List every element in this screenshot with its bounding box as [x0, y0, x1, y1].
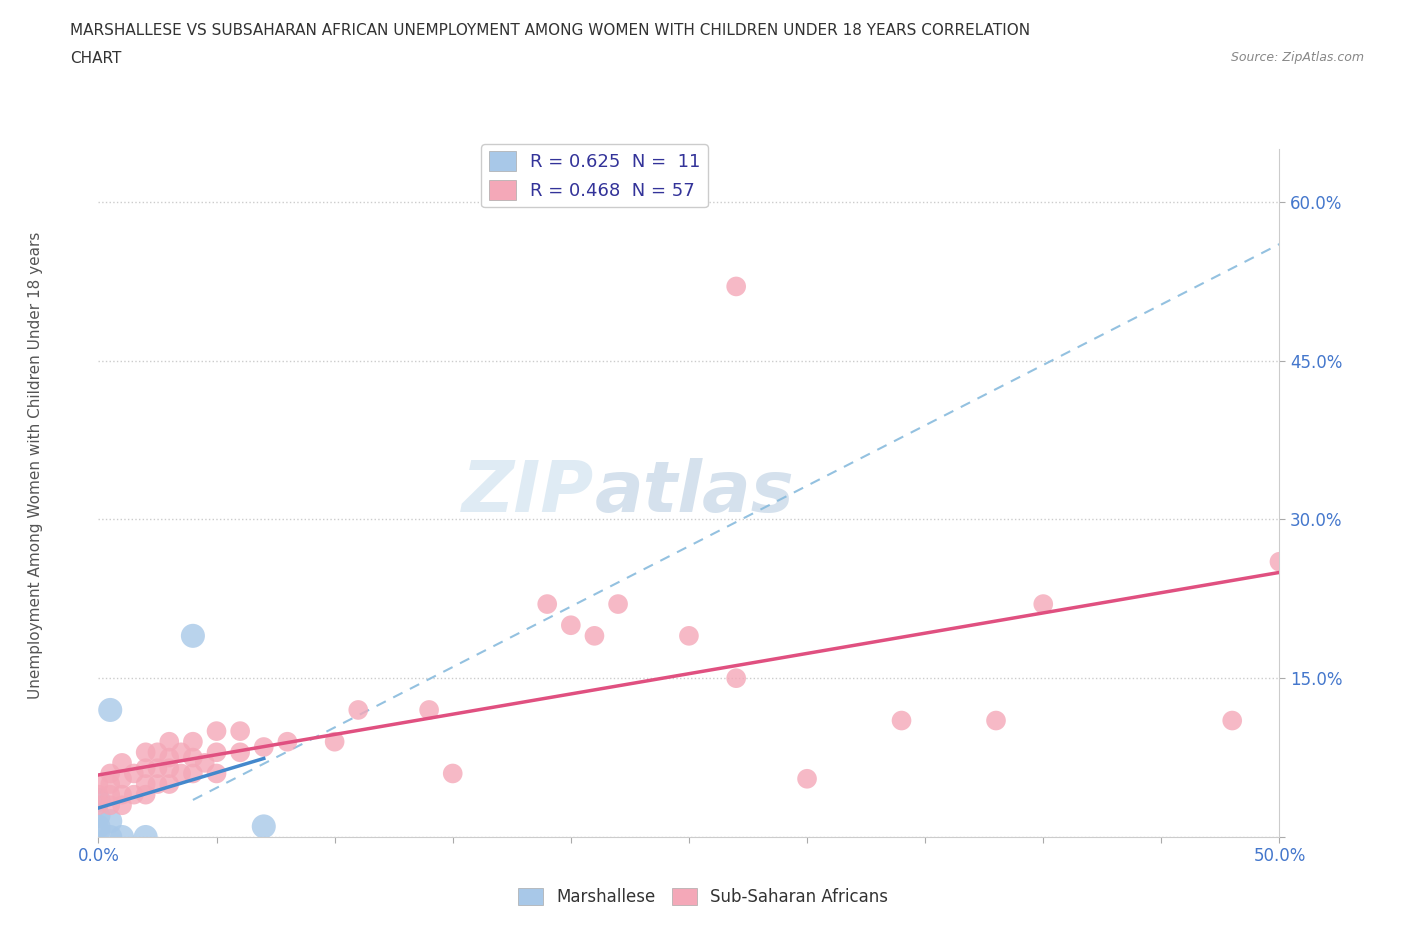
Point — [146, 761, 169, 776]
Point — [536, 597, 558, 612]
Point — [276, 735, 298, 750]
Legend: Marshallese, Sub-Saharan Africans: Marshallese, Sub-Saharan Africans — [510, 881, 896, 912]
Point — [98, 777, 121, 791]
Point — [98, 798, 121, 813]
Point — [87, 824, 110, 839]
Point — [181, 766, 204, 781]
Point — [157, 761, 180, 776]
Point — [146, 777, 169, 791]
Point — [347, 702, 370, 717]
Point — [111, 771, 134, 786]
Point — [111, 830, 134, 844]
Point — [323, 735, 346, 750]
Point — [607, 597, 630, 612]
Text: CHART: CHART — [70, 51, 122, 66]
Point — [984, 713, 1007, 728]
Point — [205, 745, 228, 760]
Point — [725, 671, 748, 685]
Point — [890, 713, 912, 728]
Point — [122, 766, 145, 781]
Point — [1032, 597, 1054, 612]
Point — [87, 777, 110, 791]
Point — [560, 618, 582, 632]
Point — [170, 766, 193, 781]
Point — [87, 808, 110, 823]
Point — [170, 745, 193, 760]
Point — [111, 755, 134, 770]
Point — [98, 830, 121, 844]
Point — [441, 766, 464, 781]
Point — [181, 735, 204, 750]
Text: ZIP: ZIP — [463, 458, 595, 527]
Point — [205, 724, 228, 738]
Point — [725, 279, 748, 294]
Point — [229, 724, 252, 738]
Point — [87, 798, 110, 813]
Point — [1220, 713, 1243, 728]
Point — [678, 629, 700, 644]
Point — [111, 787, 134, 802]
Text: Source: ZipAtlas.com: Source: ZipAtlas.com — [1230, 51, 1364, 64]
Point — [111, 798, 134, 813]
Point — [205, 766, 228, 781]
Point — [87, 819, 110, 834]
Point — [157, 777, 180, 791]
Point — [253, 819, 276, 834]
Point — [135, 745, 157, 760]
Text: MARSHALLESE VS SUBSAHARAN AFRICAN UNEMPLOYMENT AMONG WOMEN WITH CHILDREN UNDER 1: MARSHALLESE VS SUBSAHARAN AFRICAN UNEMPL… — [70, 23, 1031, 38]
Text: atlas: atlas — [595, 458, 794, 527]
Point — [98, 766, 121, 781]
Point — [157, 735, 180, 750]
Point — [796, 771, 818, 786]
Point — [122, 787, 145, 802]
Point — [98, 814, 121, 829]
Point — [229, 745, 252, 760]
Point — [181, 751, 204, 765]
Point — [146, 745, 169, 760]
Legend: R = 0.625  N =  11, R = 0.468  N = 57: R = 0.625 N = 11, R = 0.468 N = 57 — [481, 144, 707, 207]
Point — [418, 702, 440, 717]
Point — [157, 751, 180, 765]
Point — [194, 755, 217, 770]
Text: Unemployment Among Women with Children Under 18 years: Unemployment Among Women with Children U… — [28, 232, 42, 698]
Point — [98, 702, 121, 717]
Point — [583, 629, 606, 644]
Point — [87, 787, 110, 802]
Point — [135, 761, 157, 776]
Point — [87, 792, 110, 807]
Point — [135, 830, 157, 844]
Point — [135, 777, 157, 791]
Point — [181, 629, 204, 644]
Point — [98, 787, 121, 802]
Point — [253, 739, 276, 754]
Point — [135, 787, 157, 802]
Point — [1268, 554, 1291, 569]
